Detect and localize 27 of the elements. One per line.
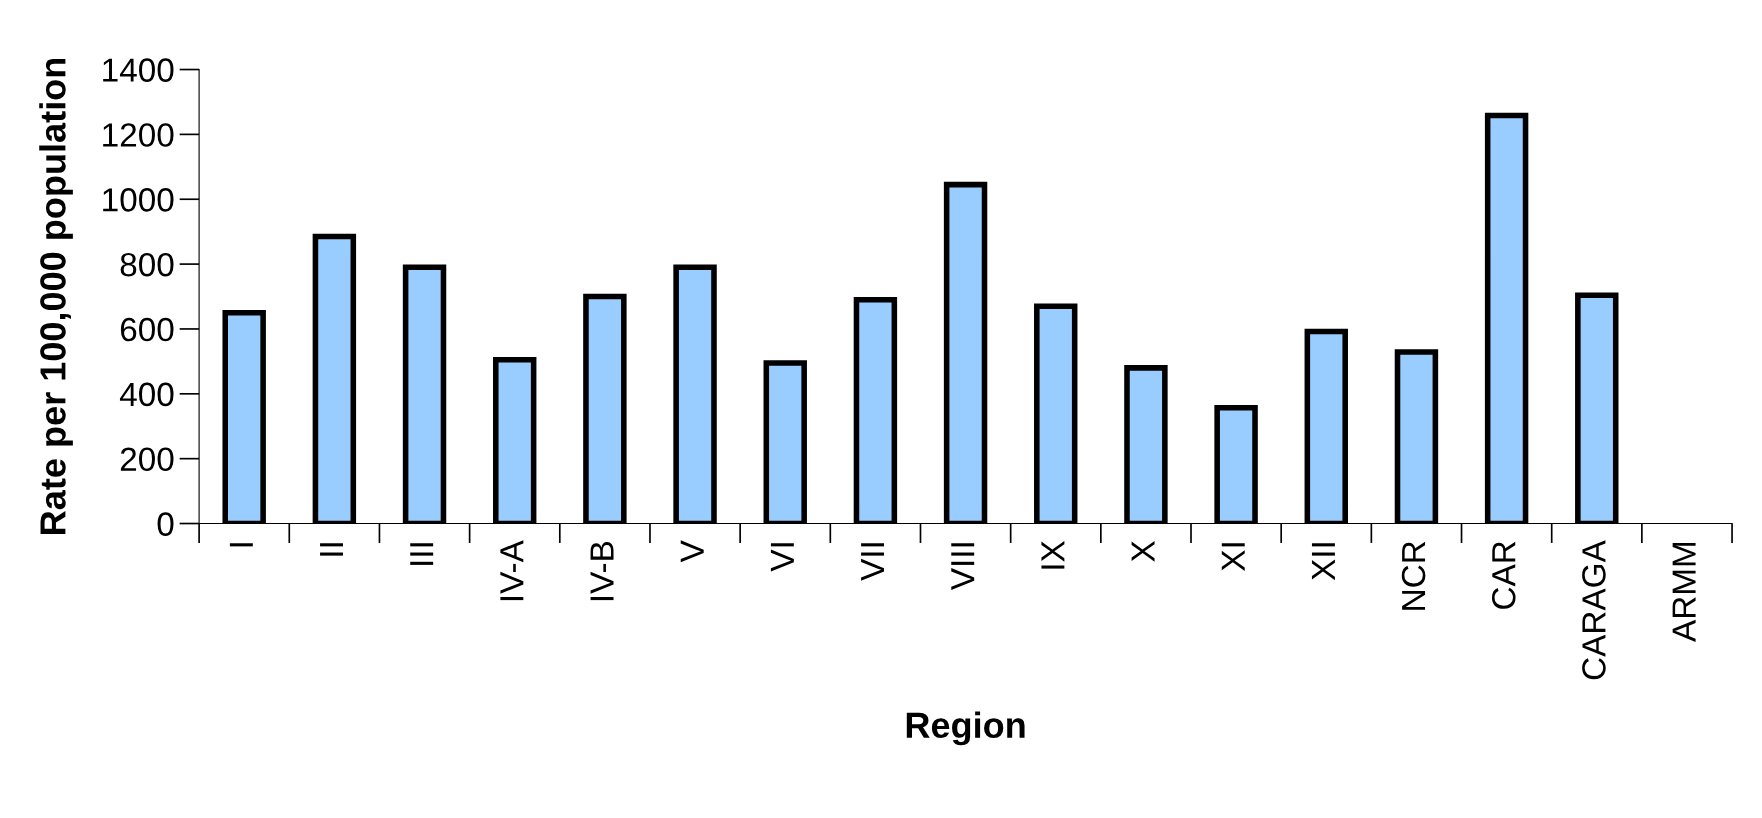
x-tick-label: V [680, 540, 704, 563]
y-tick-label: 200 [120, 447, 174, 472]
x-tick-label: ARMM [1672, 542, 1696, 642]
x-tick-label: I [229, 543, 253, 547]
x-tick-label: XII [1311, 543, 1335, 581]
y-tick-label: 1200 [103, 123, 174, 147]
x-axis-title: Region [906, 711, 1025, 746]
x-tick-label: XI [1221, 543, 1245, 571]
x-tick-label: IV-B [590, 541, 614, 601]
x-tick-label: VIII [951, 543, 975, 591]
x-tick-label: X [1131, 540, 1155, 562]
x-tick-label: VI [770, 543, 794, 572]
y-axis-title: Rate per 100,000 population [39, 58, 73, 534]
y-tick-label: 1400 [103, 58, 174, 82]
x-tick-label: CAR [1491, 541, 1516, 609]
x-tick-label: IX [1041, 540, 1065, 569]
x-tick-label: II [320, 543, 343, 556]
y-tick-label: 0 [157, 512, 174, 536]
x-tick-label: NCR [1401, 541, 1426, 610]
x-tick-label: CARAGA [1582, 540, 1606, 680]
y-tick-label: 800 [120, 252, 174, 277]
x-tick-label: III [410, 543, 434, 565]
x-tick-label: IV-A [500, 540, 524, 601]
y-tick-label: 600 [120, 317, 174, 342]
y-tick-label: 1000 [103, 188, 174, 212]
y-tick-label: 400 [119, 382, 174, 407]
x-tick-label: VII [861, 543, 885, 581]
